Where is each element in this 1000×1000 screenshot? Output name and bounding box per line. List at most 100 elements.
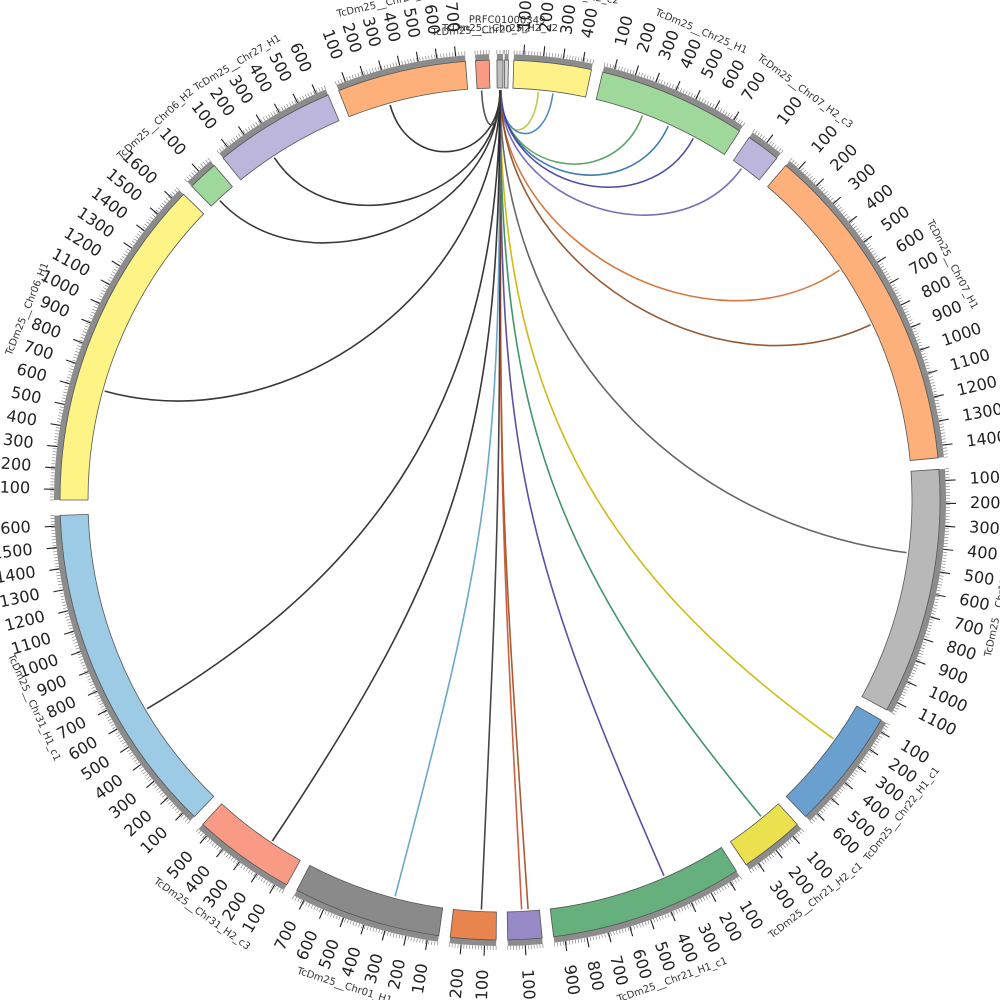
minor-tick <box>603 62 606 67</box>
minor-tick <box>764 137 768 142</box>
minor-tick <box>592 936 595 941</box>
minor-tick <box>675 909 678 914</box>
segment-block <box>475 59 491 90</box>
minor-tick <box>58 583 63 586</box>
minor-tick <box>909 322 914 325</box>
minor-tick <box>824 191 828 195</box>
minor-tick <box>55 430 60 432</box>
minor-tick <box>730 114 733 119</box>
minor-tick <box>302 900 305 905</box>
minor-tick <box>156 787 160 791</box>
minor-tick <box>88 317 93 320</box>
tick-label: 100 <box>773 93 807 129</box>
minor-tick <box>310 904 314 909</box>
minor-tick <box>202 161 206 166</box>
major-tick <box>655 72 660 83</box>
minor-tick <box>736 877 740 882</box>
minor-tick <box>82 331 87 334</box>
minor-tick <box>369 926 372 931</box>
minor-tick <box>123 253 127 257</box>
minor-tick <box>151 214 156 218</box>
minor-tick <box>692 902 695 907</box>
minor-tick <box>911 672 916 675</box>
segment-track <box>805 720 887 821</box>
tick-label: 100 <box>515 0 536 31</box>
minor-tick <box>805 171 809 176</box>
minor-tick <box>674 85 677 90</box>
minor-tick <box>915 661 920 664</box>
minor-tick <box>167 196 172 200</box>
minor-tick <box>940 429 945 431</box>
tick-label: 900 <box>935 660 970 689</box>
minor-tick <box>773 851 777 856</box>
segment-tcdm25-chr20-h2: TcDm25__Chr20_H2 <box>430 23 531 90</box>
minor-tick <box>255 122 258 126</box>
minor-tick <box>72 359 77 362</box>
minor-tick <box>283 105 286 109</box>
minor-tick <box>796 832 800 837</box>
minor-tick <box>323 85 327 90</box>
segment-tcdm25-chr07-h1: 1002003004005006007008009001000110012001… <box>767 121 1000 461</box>
major-tick <box>311 84 317 94</box>
minor-tick <box>724 111 728 116</box>
major-tick <box>53 589 64 593</box>
minor-tick <box>828 195 832 199</box>
minor-tick <box>653 918 656 923</box>
minor-tick <box>276 886 279 891</box>
minor-tick <box>142 226 147 230</box>
minor-tick <box>54 436 59 438</box>
minor-tick <box>205 159 209 164</box>
minor-tick <box>377 66 380 71</box>
minor-tick <box>294 99 297 104</box>
minor-tick <box>855 228 859 231</box>
minor-tick <box>93 306 98 309</box>
major-tick <box>73 338 83 344</box>
minor-tick <box>166 799 170 803</box>
minor-tick <box>135 761 140 765</box>
minor-tick <box>663 81 666 86</box>
tick-label: 1600 <box>0 517 31 538</box>
minor-tick <box>928 624 933 627</box>
minor-tick <box>76 348 81 351</box>
major-tick <box>831 798 840 806</box>
major-tick <box>341 72 346 82</box>
major-tick <box>396 55 401 66</box>
major-tick <box>164 190 173 199</box>
minor-tick <box>54 566 60 568</box>
minor-tick <box>337 80 340 85</box>
minor-tick <box>693 94 696 99</box>
major-tick <box>848 215 858 223</box>
minor-tick <box>910 324 915 327</box>
minor-tick <box>934 399 939 402</box>
minor-tick <box>398 934 401 939</box>
minor-tick <box>61 601 66 603</box>
minor-tick <box>401 60 403 65</box>
minor-tick <box>718 888 722 893</box>
minor-tick <box>443 53 445 58</box>
major-tick <box>50 423 61 426</box>
major-tick <box>90 298 100 305</box>
minor-tick <box>141 768 145 772</box>
link-tcdm25-chr21-h2-c1 <box>499 89 762 817</box>
minor-tick <box>716 889 719 894</box>
minor-tick <box>697 899 700 904</box>
minor-tick <box>924 361 929 364</box>
minor-tick <box>927 370 932 373</box>
minor-tick <box>892 286 897 290</box>
major-tick <box>45 466 56 469</box>
minor-tick <box>929 379 934 381</box>
major-tick <box>940 571 951 575</box>
minor-tick <box>918 652 923 655</box>
minor-tick <box>135 235 139 239</box>
minor-tick <box>275 109 279 114</box>
minor-tick <box>766 857 770 861</box>
link-tcdm25-chr31-h2-c3 <box>271 89 501 842</box>
minor-tick <box>928 376 933 378</box>
minor-tick <box>59 592 64 595</box>
minor-tick <box>297 898 300 903</box>
minor-tick <box>243 866 246 870</box>
major-tick <box>869 748 879 756</box>
minor-tick <box>626 68 629 73</box>
minor-tick <box>250 871 254 875</box>
minor-tick <box>142 771 147 775</box>
